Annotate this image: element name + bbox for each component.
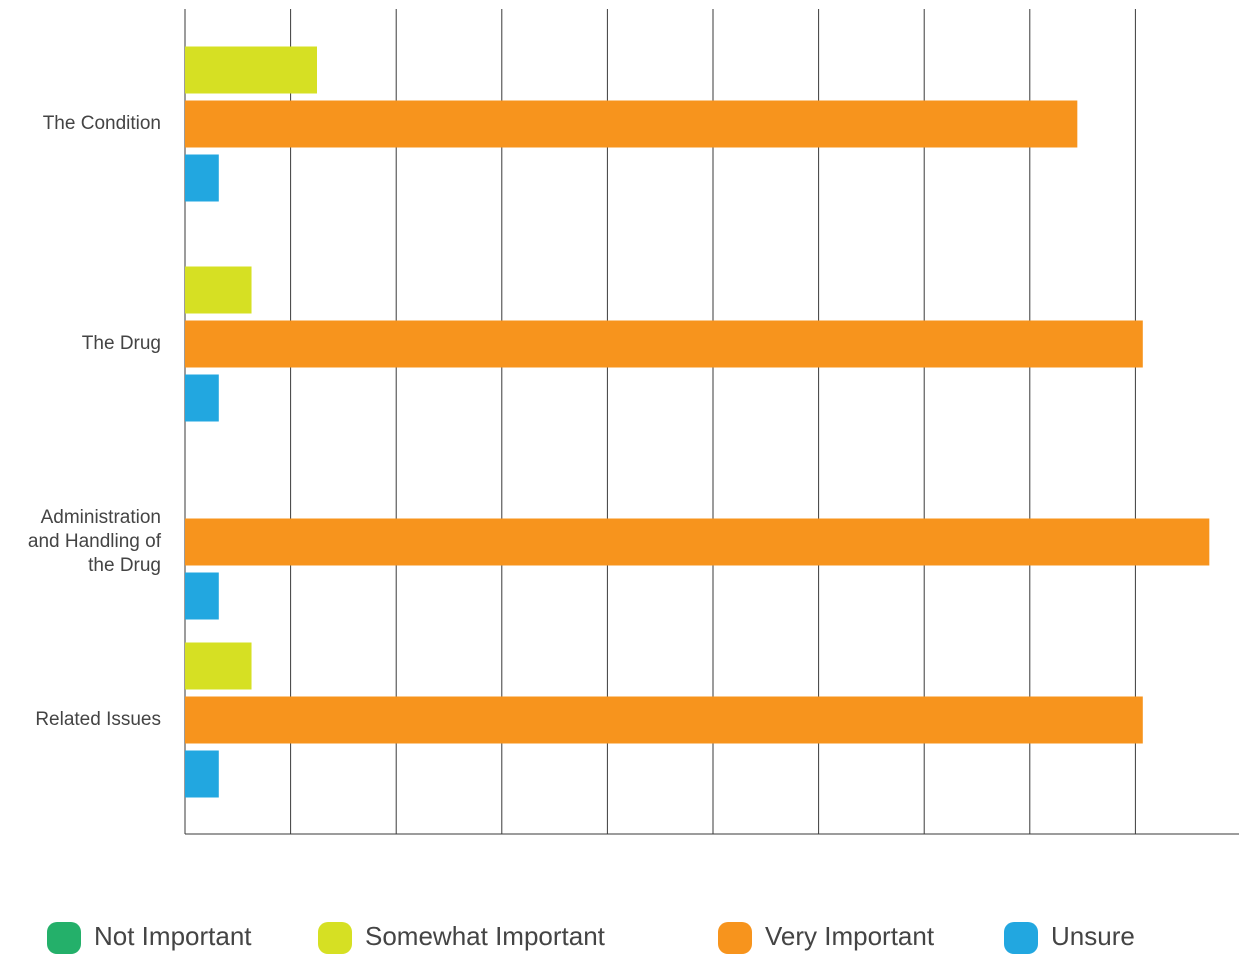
category-label: The Drug: [82, 333, 161, 354]
legend-swatch: [318, 922, 352, 954]
bar-very-important: [185, 696, 1143, 744]
legend-swatch: [1004, 922, 1038, 954]
legend-label: Very Important: [765, 921, 935, 951]
category-label: the Drug: [88, 555, 161, 576]
legend-swatch: [718, 922, 752, 954]
legend-label: Somewhat Important: [365, 921, 606, 951]
bar-very-important: [185, 320, 1143, 368]
bar-unsure: [185, 750, 219, 798]
legend-swatch: [47, 922, 81, 954]
legend: Not Important Somewhat Important Very Impo…: [47, 921, 1135, 954]
bar-unsure: [185, 374, 219, 422]
category-label: and Handling of: [28, 531, 162, 552]
bar-very-important: [185, 518, 1210, 566]
category-label: The Condition: [43, 113, 161, 134]
bar-unsure: [185, 154, 219, 202]
category-label: Related Issues: [35, 709, 161, 730]
legend-label: Not Important: [94, 921, 252, 951]
bar-layer: [185, 46, 1210, 798]
category-labels: The Condition The Drug Administration and H…: [28, 113, 162, 730]
bar-somewhat-important: [185, 642, 252, 690]
bar-somewhat-important: [185, 266, 252, 314]
bar-somewhat-important: [185, 46, 317, 94]
bar-unsure: [185, 572, 219, 620]
bar-very-important: [185, 100, 1078, 148]
legend-label: Unsure: [1051, 921, 1135, 951]
category-label: Administration: [41, 507, 161, 528]
